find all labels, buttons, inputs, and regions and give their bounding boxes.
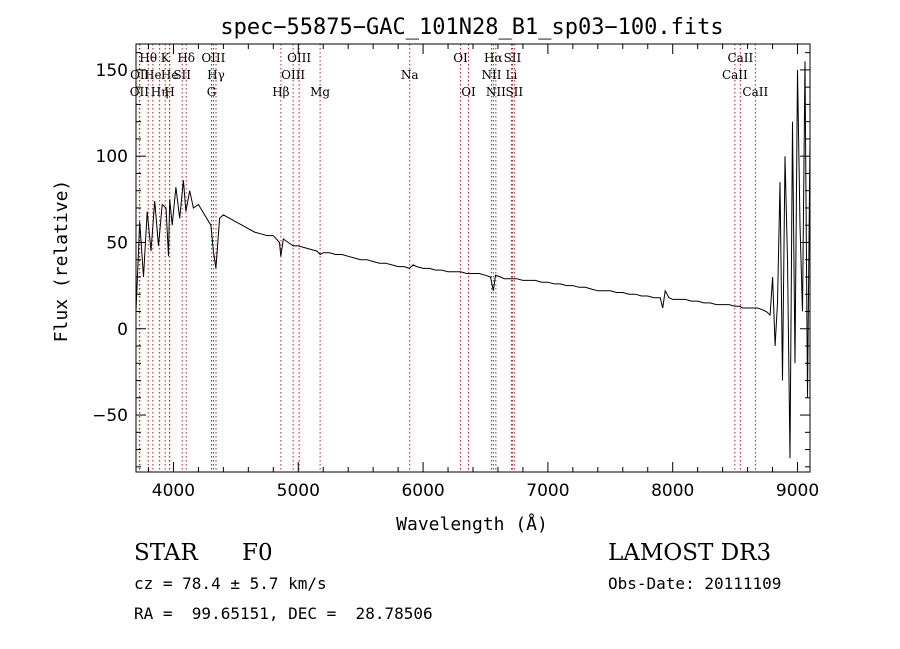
- x-tick-label-2: 6000: [401, 481, 444, 501]
- spectral-line-markers: [138, 44, 756, 472]
- y-axis-label: Flux (relative): [51, 180, 72, 343]
- line-label-16: Mg: [310, 85, 330, 99]
- x-axis-ticks: 4000 5000 6000 7000 8000 9000: [147, 44, 819, 501]
- line-label-4: Hη: [151, 85, 169, 99]
- line-label-6: He: [161, 68, 179, 82]
- x-axis-label: Wavelength (Å): [396, 513, 548, 535]
- x-tick-label-5: 9000: [776, 481, 819, 501]
- coordinates: RA = 99.65151, DEC = 28.78506: [134, 604, 433, 623]
- line-label-2: OII: [130, 68, 150, 82]
- x-tick-label-4: 8000: [651, 481, 694, 501]
- line-label-8: SII: [173, 68, 191, 82]
- line-label-21: NII: [481, 68, 501, 82]
- line-label-25: SII: [505, 85, 523, 99]
- line-label-9: Hδ: [177, 51, 195, 65]
- x-tick-label-3: 7000: [526, 481, 569, 501]
- line-label-24: Li: [506, 68, 518, 82]
- line-label-18: OI: [453, 51, 468, 65]
- line-label-23: SII: [504, 51, 522, 65]
- line-label-11: Hγ: [207, 68, 225, 82]
- line-label-14: OIII: [281, 68, 305, 82]
- line-label-12: G: [207, 85, 217, 99]
- line-label-0: Hθ: [139, 51, 157, 65]
- y-tick-label-2: 50: [106, 233, 128, 253]
- spectrum-series-line: [135, 61, 811, 459]
- y-tick-label-4: 150: [96, 61, 128, 81]
- line-label-1: OII: [130, 85, 150, 99]
- line-label-28: CaII: [742, 85, 768, 99]
- line-label-19: OI: [461, 85, 476, 99]
- y-axis-ticks: −50 0 50 100 150: [92, 52, 810, 468]
- x-tick-label-0: 4000: [152, 481, 195, 501]
- line-label-22: NII: [486, 85, 506, 99]
- line-label-26: CaII: [727, 51, 753, 65]
- obs-date: Obs-Date: 20111109: [608, 574, 782, 593]
- line-label-27: CaII: [722, 68, 748, 82]
- survey-name: LAMOST DR3: [608, 540, 772, 566]
- line-label-13: Hβ: [272, 85, 289, 99]
- line-label-7: H: [164, 85, 174, 99]
- y-tick-label-3: 100: [96, 147, 128, 167]
- line-label-17: Na: [401, 68, 419, 82]
- line-label-15: OIII: [287, 51, 311, 65]
- line-label-10: OIII: [201, 51, 225, 65]
- redshift-readout: cz = 78.4 ± 5.7 km/s: [134, 574, 327, 593]
- x-tick-label-1: 5000: [277, 481, 320, 501]
- object-subclass: F0: [242, 540, 273, 566]
- object-class: STAR: [134, 540, 198, 566]
- y-tick-label-1: 0: [117, 320, 128, 340]
- chart-title: spec−55875−GAC_101N28_B1_sp03−100.fits: [220, 15, 723, 40]
- plot-frame: [135, 43, 811, 473]
- line-label-5: K: [161, 51, 171, 65]
- line-label-20: Hα: [484, 51, 503, 65]
- y-tick-label-0: −50: [92, 406, 128, 426]
- line-label-3: He: [144, 68, 162, 82]
